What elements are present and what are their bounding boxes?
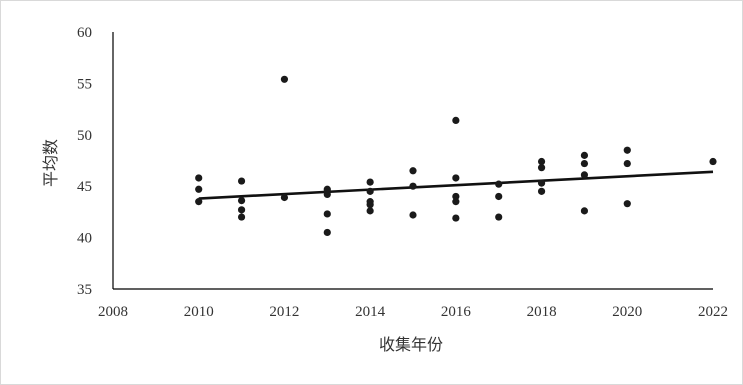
y-tick-label: 45	[77, 179, 92, 195]
data-point	[366, 178, 374, 186]
data-point	[366, 207, 374, 215]
data-point	[537, 157, 546, 166]
data-point	[580, 207, 589, 215]
data-point	[537, 164, 546, 172]
data-point	[280, 75, 289, 83]
y-tick-label: 50	[77, 128, 92, 144]
data-point	[237, 206, 246, 214]
y-tick-label: 35	[77, 282, 92, 298]
y-tick-label: 55	[77, 76, 92, 92]
x-axis-title: 收集年份	[379, 335, 443, 354]
x-tick-label: 2014	[355, 304, 386, 320]
data-point	[452, 198, 460, 206]
data-point	[709, 157, 717, 166]
data-point	[237, 213, 246, 221]
data-point	[366, 187, 374, 195]
data-point	[323, 190, 331, 199]
data-point	[409, 182, 417, 190]
data-point	[409, 211, 417, 219]
x-tick-label: 2010	[184, 304, 214, 320]
x-tick-label: 2008	[98, 304, 128, 320]
data-point	[495, 213, 503, 221]
data-point	[366, 201, 374, 209]
data-point	[237, 196, 246, 205]
x-tick-label: 2020	[612, 304, 642, 320]
data-point	[495, 192, 503, 201]
y-axis-title: 平均数	[41, 139, 60, 187]
x-tick-label: 2016	[441, 304, 472, 320]
data-point	[452, 214, 460, 222]
data-point	[537, 187, 546, 195]
data-point	[195, 185, 203, 193]
x-tick-label: 2012	[269, 304, 299, 320]
data-point	[580, 159, 589, 168]
data-point	[452, 116, 460, 125]
x-tick-label: 2022	[698, 304, 728, 320]
data-point	[623, 200, 631, 208]
data-point	[537, 179, 546, 187]
data-points	[195, 75, 717, 237]
data-point	[409, 167, 417, 175]
axes	[112, 32, 713, 290]
x-tick-labels: 2008 2010 2012 2014 2016 2018 2020 2022	[98, 304, 728, 320]
data-point	[580, 171, 589, 179]
data-point	[495, 180, 503, 188]
data-point	[323, 228, 331, 237]
data-point	[237, 177, 246, 185]
y-tick-labels: 35 40 45 50 55 60	[77, 25, 92, 298]
data-point	[195, 198, 203, 206]
x-tick-label: 2018	[527, 304, 557, 320]
y-tick-label: 40	[77, 231, 92, 247]
data-point	[280, 193, 289, 202]
data-point	[452, 192, 460, 201]
data-point	[452, 174, 460, 182]
data-point	[623, 159, 631, 168]
data-point	[623, 146, 631, 154]
data-point	[195, 174, 203, 182]
y-tick-label: 60	[77, 25, 92, 41]
data-point	[580, 151, 589, 159]
data-point	[323, 210, 331, 218]
